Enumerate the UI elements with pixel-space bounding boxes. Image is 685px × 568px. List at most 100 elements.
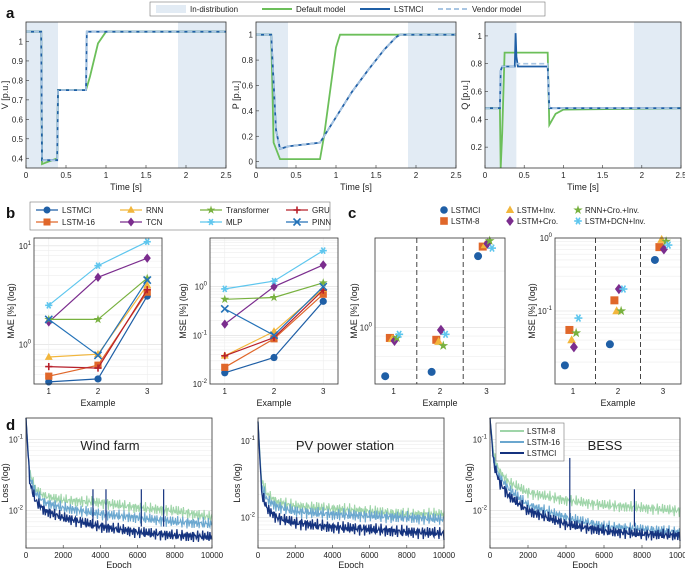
c-mse-point-LSTM+DCN+Inv.-2 bbox=[664, 241, 673, 249]
b-mae-point-RNN-2 bbox=[143, 280, 152, 289]
a2-xtick-label-2: 1 bbox=[561, 171, 566, 180]
c-mae-xlabel: Example bbox=[422, 398, 457, 408]
b-mae-point-Transformer-2 bbox=[142, 273, 152, 282]
d1-ytick-label-1: 10-1 bbox=[241, 436, 256, 446]
c-mse-point-RNN+Cro.+Inv.-0 bbox=[571, 327, 582, 338]
a2-ytick-label-0: 0.2 bbox=[471, 143, 483, 152]
legend-b-marker-GRU bbox=[293, 206, 301, 214]
b-mse-point-Transformer-1 bbox=[269, 292, 279, 302]
legend-c-marker-LSTM+Inv. bbox=[505, 205, 515, 214]
d2-xtick-label-5: 10000 bbox=[669, 551, 685, 560]
legend-c-marker-LSTM+DCN+Inv.-stroke bbox=[575, 217, 581, 225]
c-mse-ylabel: MSE [%] (log) bbox=[527, 283, 537, 339]
a0-xlabel: Time [s] bbox=[110, 182, 142, 192]
a1-xlabel: Time [s] bbox=[340, 182, 372, 192]
c-mae-xtick-label-1: 2 bbox=[438, 387, 443, 396]
b-mae-point-PINN-0 bbox=[44, 315, 53, 324]
a2-axes bbox=[484, 21, 682, 169]
c-mae-point-LSTM+Inv.-1 bbox=[434, 336, 444, 345]
b-mse-point-LSTMCI-0 bbox=[221, 369, 229, 377]
b-mae-point-GRU-1 bbox=[94, 364, 102, 372]
c-mae-point-RNN+Cro.+Inv.-2 bbox=[484, 235, 495, 245]
c-mse-point-LSTM-8-0 bbox=[565, 325, 574, 334]
legend-b-label-PINN: PINN bbox=[312, 218, 331, 227]
d0-xlabel: Epoch bbox=[106, 560, 132, 568]
b-mse-point-Transformer-0 bbox=[220, 294, 230, 304]
legend-b-marker-PINN-b bbox=[292, 217, 302, 227]
b-mse-point-TCN-1 bbox=[270, 281, 278, 292]
c-mse-point-LSTM+DCN+Inv.-0 bbox=[574, 314, 583, 322]
c-mae-point-LSTM+DCN+Inv.-0 bbox=[395, 330, 404, 339]
d0-xtick-label-3: 6000 bbox=[129, 551, 147, 560]
d2-ytick-label-1: 10-1 bbox=[473, 434, 488, 444]
d2-ylabel: Loss (log) bbox=[464, 463, 474, 503]
a0-xtick-label-4: 2 bbox=[184, 171, 189, 180]
d1-xtick-label-0: 0 bbox=[256, 551, 261, 560]
b-mae-point-RNN-1 bbox=[94, 349, 102, 358]
a1-xtick-label-2: 1 bbox=[334, 171, 339, 180]
a1-series-default-model bbox=[256, 33, 456, 161]
c-mse-ytick-label-0: 10-1 bbox=[538, 306, 553, 316]
legend-b-label-Transformer: Transformer bbox=[226, 206, 270, 215]
legend-d-label-LSTM-16: LSTM-16 bbox=[527, 438, 560, 447]
d0-xtick-label-4: 8000 bbox=[166, 551, 184, 560]
panel-label-c: c bbox=[348, 205, 356, 222]
b-mae-point-MLP-2 bbox=[143, 238, 151, 246]
b-mse-xtick-label-1: 2 bbox=[272, 387, 277, 396]
c-mse-point-LSTM+Inv.-0 bbox=[567, 335, 577, 344]
b-mse-point-MLP-0 bbox=[221, 285, 229, 293]
c-mae-point-LSTM-8-1 bbox=[432, 335, 441, 344]
a0-xtick-label-0: 0 bbox=[24, 171, 29, 180]
c-mse-point-LSTM+Cro.-0 bbox=[569, 341, 578, 353]
d1-xtick-label-3: 6000 bbox=[361, 551, 379, 560]
b-mse-point-Transformer-2 bbox=[318, 278, 328, 287]
d0-xtick-label-2: 4000 bbox=[92, 551, 110, 560]
d1-xlabel: Epoch bbox=[338, 560, 364, 568]
b-mae-point-MLP-1-stroke bbox=[95, 262, 101, 270]
d2-xlabel: Epoch bbox=[572, 560, 598, 568]
c-mse-point-LSTM+DCN+Inv.-2-stroke bbox=[665, 241, 672, 249]
c-mse-point-LSTM+Cro.-2 bbox=[659, 244, 668, 255]
c-mae-point-LSTM+DCN+Inv.-1 bbox=[441, 330, 450, 339]
legend-b-label-GRU: GRU bbox=[312, 206, 330, 215]
c-mse-point-LSTMCI-2 bbox=[650, 255, 659, 264]
d0-curve-LSTMCI bbox=[25, 417, 213, 542]
a1-ylabel: P [p.u.] bbox=[231, 81, 241, 109]
d2-curve-LSTM-8 bbox=[489, 417, 681, 517]
d1-axes bbox=[257, 417, 445, 549]
a1-ytick-label-3: 0.6 bbox=[242, 81, 254, 90]
legend-c-label-LSTM+Cro.: LSTM+Cro. bbox=[517, 217, 558, 226]
b-mae-axes bbox=[33, 237, 163, 385]
d-title-2: BESS bbox=[588, 438, 623, 453]
b-mae-xlabel: Example bbox=[80, 398, 115, 408]
b-mae-point-PINN-0-b bbox=[44, 315, 53, 324]
c-mse-point-LSTM+DCN+Inv.-1-stroke bbox=[620, 285, 627, 293]
b-mse-point-PINN-0 bbox=[220, 304, 229, 314]
d0-ytick-label-1: 10-1 bbox=[9, 434, 24, 444]
legend-b-marker-Transformer bbox=[206, 205, 216, 214]
a1-xtick-label-3: 1.5 bbox=[370, 171, 382, 180]
c-mse-point-LSTM-8-2 bbox=[655, 243, 664, 252]
legend-c-label-LSTM+DCN+Inv.: LSTM+DCN+Inv. bbox=[585, 217, 645, 226]
d2-xtick-label-1: 2000 bbox=[519, 551, 537, 560]
b-mae-point-PINN-2-b bbox=[143, 275, 152, 285]
a2-ytick-label-4: 1 bbox=[478, 32, 483, 41]
b-mae-ytick-label-0: 100 bbox=[19, 340, 32, 350]
c-mae-point-LSTM-8-0 bbox=[385, 333, 394, 342]
a1-ytick-label-4: 0.8 bbox=[242, 56, 254, 65]
legend-c-label-LSTMCI: LSTMCI bbox=[451, 206, 480, 215]
c-mae-point-LSTMCI-2 bbox=[474, 252, 483, 261]
b-mse-point-LSTMCI-1 bbox=[270, 353, 278, 362]
b-mse-point-PINN-1 bbox=[269, 331, 279, 340]
panel-label-a: a bbox=[6, 5, 15, 22]
legend-a-lstmci-label: LSTMCI bbox=[394, 5, 423, 14]
a2-xlabel: Time [s] bbox=[567, 182, 599, 192]
legend-b-label-MLP: MLP bbox=[226, 218, 242, 227]
a0-xtick-label-2: 1 bbox=[104, 171, 109, 180]
a0-xtick-label-5: 2.5 bbox=[220, 171, 232, 180]
b-mse-point-MLP-2 bbox=[319, 247, 327, 255]
d0-curve-LSTM-16 bbox=[25, 417, 213, 530]
a0-ytick-label-3: 0.7 bbox=[12, 96, 24, 105]
b-mse-point-LSTMCI-2 bbox=[319, 297, 327, 305]
b-mae-point-TCN-1 bbox=[94, 272, 102, 283]
